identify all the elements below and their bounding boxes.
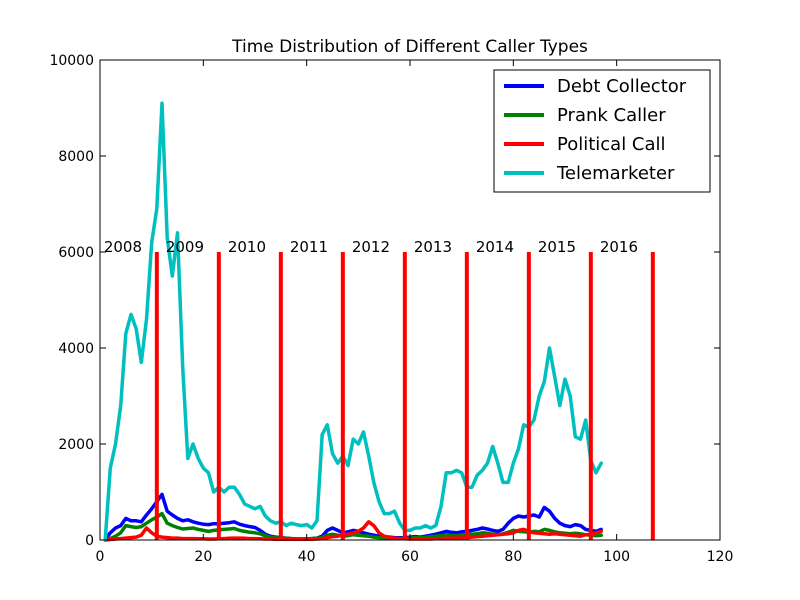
legend-label: Political Call (557, 134, 666, 155)
year-label-2008: 2008 (104, 238, 142, 256)
year-label-2015: 2015 (538, 238, 576, 256)
legend-label: Telemarketer (556, 163, 675, 184)
y-tick-label: 2000 (58, 437, 94, 453)
year-label-2013: 2013 (414, 238, 452, 256)
year-label-2009: 2009 (166, 238, 204, 256)
legend-label: Debt Collector (557, 76, 687, 97)
y-tick-label: 10000 (49, 53, 94, 69)
x-tick-label: 60 (401, 549, 419, 565)
legend: Debt Collector Prank Caller Political Call… (493, 69, 711, 193)
x-tick-label: 120 (707, 549, 734, 565)
year-label-2010: 2010 (228, 238, 266, 256)
y-tick-label: 4000 (58, 341, 94, 357)
y-tick-label: 8000 (58, 149, 94, 165)
axis-tick-layer: 0 20 40 60 80 100 120 0 2000 4000 6000 8000 10000 (49, 53, 733, 565)
chart-title: Time Distribution of Different Caller Ty… (231, 37, 588, 57)
x-tick-label: 80 (504, 549, 522, 565)
year-label-2016: 2016 (600, 238, 638, 256)
x-tick-label: 20 (194, 549, 212, 565)
y-tick-label: 6000 (58, 245, 94, 261)
y-tick-label: 0 (85, 533, 94, 549)
x-tick-label: 100 (603, 549, 630, 565)
series-line-telemarketer (103, 101, 603, 542)
year-label-2012: 2012 (352, 238, 390, 256)
year-divider-layer: 2008 2009 2010 2011 2012 2013 2014 2015 2016 (104, 238, 655, 540)
legend-label: Prank Caller (557, 105, 666, 126)
x-tick-label: 40 (298, 549, 316, 565)
series-line-political-call (103, 520, 603, 542)
year-label-2011: 2011 (290, 238, 328, 256)
year-label-2014: 2014 (476, 238, 514, 256)
series-line-debt-collector (103, 492, 603, 542)
x-tick-label: 0 (96, 549, 105, 565)
series-layer (103, 101, 603, 542)
